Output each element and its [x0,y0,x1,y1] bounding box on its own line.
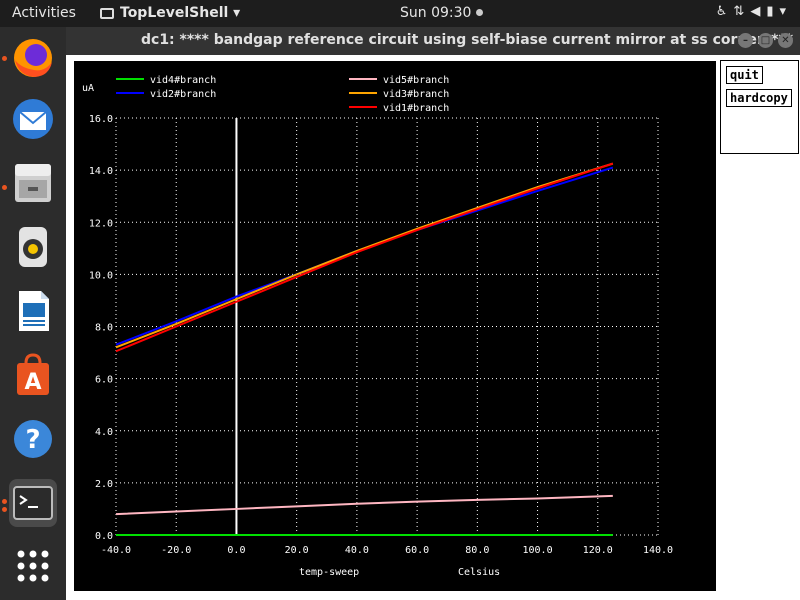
notification-dot-icon [476,9,484,16]
y-tick-label: 16.0 [89,114,113,125]
legend-label: vid1#branch [383,103,449,114]
x-tick-label: -20.0 [161,545,191,556]
maximize-icon[interactable]: □ [758,33,773,48]
clock-text: Sun 09:30 [400,5,472,21]
series-line-vid5-branch [115,494,613,516]
dock: A ? [0,27,66,600]
app-menu[interactable]: TopLevelShell ▾ [100,5,240,21]
side-panel: quit hardcopy [720,60,799,154]
system-tray[interactable]: ♿⇅◀▮▾ [716,4,792,19]
close-icon[interactable]: ✕ [778,33,793,48]
volume-icon: ◀ [750,4,767,19]
y-tick-label: 10.0 [89,270,113,281]
window-titlebar[interactable]: dc1: **** bandgap reference circuit usin… [66,27,800,55]
activities-button[interactable]: Activities [12,5,76,21]
y-tick-label: 2.0 [95,479,113,490]
x-tick-label: 0.0 [227,545,245,556]
series-lines [115,162,614,536]
x-tick-label: 20.0 [285,545,309,556]
battery-icon: ▮ [766,4,780,19]
svg-text:?: ? [25,425,40,455]
x-tick-labels: -40.0 -20.0 0.0 20.0 40.0 60.0 80.0 100.0 120.0 1… [101,545,673,556]
y-tick-label: 8.0 [95,323,113,334]
x-tick-label: 100.0 [523,545,553,556]
legend: vid4#branch vid2#branch vid5#branch vid3#br… [116,75,449,114]
window-title: dc1: **** bandgap reference circuit usin… [141,32,794,48]
plot-area[interactable]: -40.0 -20.0 0.0 20.0 40.0 60.0 80.0 100.0 120.0 1… [74,61,716,591]
y-tick-label: 12.0 [89,218,113,229]
x-tick-label: 120.0 [583,545,613,556]
legend-label: vid3#branch [383,89,449,100]
help-icon[interactable]: ? [9,415,57,463]
running-indicator [2,56,7,61]
running-indicator [2,499,7,504]
y-tick-labels: 0.0 2.0 4.0 6.0 8.0 10.0 12.0 14.0 16.0 [89,114,113,542]
files-icon[interactable] [9,159,57,207]
legend-label: vid5#branch [383,75,449,86]
window-icon [100,8,114,19]
software-center-icon[interactable]: A [9,351,57,399]
hardcopy-button[interactable]: hardcopy [726,89,792,107]
series-line-vid1-branch [115,162,614,353]
thunderbird-icon[interactable] [9,95,57,143]
rhythmbox-icon[interactable] [9,223,57,271]
terminal-icon[interactable] [9,479,57,527]
x-tick-label: 140.0 [643,545,673,556]
top-bar: Activities TopLevelShell ▾ Sun 09:30 ♿⇅◀… [0,0,800,27]
legend-label: vid2#branch [150,89,216,100]
accessibility-icon: ♿ [715,4,734,19]
running-indicator [2,185,7,190]
x-tick-label: 80.0 [465,545,489,556]
quit-button[interactable]: quit [726,66,763,84]
clock[interactable]: Sun 09:30 [400,5,484,21]
running-indicator [2,507,7,512]
window-content: -40.0 -20.0 0.0 20.0 40.0 60.0 80.0 100.0 120.0 1… [66,55,800,600]
y-tick-label: 6.0 [95,375,113,386]
show-apps-icon[interactable] [9,542,57,590]
network-icon: ⇅ [733,4,751,19]
legend-label: vid4#branch [150,75,216,86]
y-axis-label: uA [82,83,94,94]
y-tick-label: 4.0 [95,427,113,438]
minimize-icon[interactable]: – [738,33,753,48]
libreoffice-writer-icon[interactable] [9,287,57,335]
x-tick-label: -40.0 [101,545,131,556]
y-tick-label: 14.0 [89,166,113,177]
x-tick-label: 60.0 [405,545,429,556]
series-line-vid3-branch [115,162,614,349]
x-axis-unit: Celsius [458,567,500,578]
svg-text:A: A [24,370,41,395]
power-menu-chevron-icon: ▾ [779,4,792,19]
y-tick-label: 0.0 [95,531,113,542]
app-name: TopLevelShell [120,5,229,21]
firefox-icon[interactable] [9,34,57,82]
x-axis-label: temp-sweep [299,567,359,578]
x-tick-label: 40.0 [345,545,369,556]
